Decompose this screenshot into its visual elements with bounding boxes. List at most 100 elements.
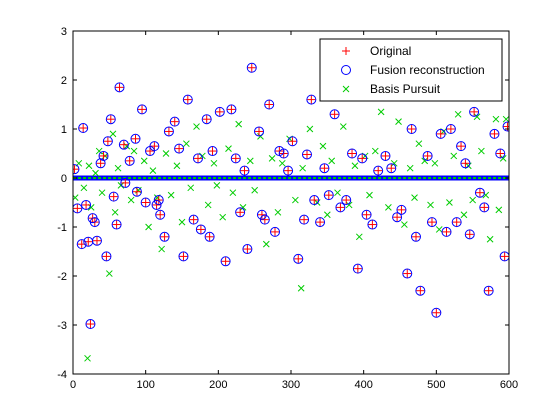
data-point-circle-53 — [264, 99, 275, 110]
data-point-plus-60 — [300, 215, 309, 224]
data-point-x-83 — [473, 113, 481, 121]
data-point-circle-84 — [422, 150, 433, 161]
data-point-plus-10 — [96, 159, 105, 168]
data-point-x-66 — [390, 159, 398, 167]
data-point-plus-23 — [138, 105, 147, 114]
data-point-x-69-b — [406, 164, 414, 172]
data-point-x-30-b — [193, 123, 200, 130]
data-point-circle-14 — [105, 114, 116, 125]
data-point-plus-93 — [465, 230, 474, 239]
data-point-circle-94 — [469, 106, 480, 117]
x-tick-label: 200 — [209, 379, 227, 391]
x-tick-label: 500 — [427, 379, 445, 391]
data-point-x-41-b — [251, 186, 259, 194]
data-point-x-45 — [274, 208, 282, 216]
data-point-x-36-b — [225, 145, 232, 152]
data-point-circle-24 — [140, 197, 151, 208]
data-point-x-70-b — [411, 194, 418, 201]
data-point-circle-6 — [85, 319, 96, 330]
data-point-x-53-b — [319, 142, 327, 150]
x-tick-label: 600 — [500, 379, 518, 391]
data-point-x-78 — [450, 152, 458, 160]
data-point-x-58-b — [345, 201, 353, 209]
data-point-circle-87 — [435, 128, 446, 139]
data-point-x-74 — [431, 159, 439, 167]
data-point-x-30 — [193, 123, 200, 130]
data-point-circle-29 — [155, 209, 166, 220]
data-point-x-27-b — [178, 218, 186, 226]
data-point-x-71 — [415, 140, 423, 148]
data-point-x-26 — [173, 162, 181, 170]
axes: 0 100 200 300 400 500 600 -4 -3 -2 -1 0 1 2 3 — [57, 26, 518, 391]
data-point-plus-54 — [271, 227, 280, 236]
data-point-plus-40 — [205, 232, 214, 241]
data-point-plus-39 — [202, 115, 211, 124]
data-point-circle-11 — [98, 150, 109, 161]
x-tick-label: 100 — [136, 379, 154, 391]
data-point-circle-85 — [426, 217, 437, 228]
data-point-x-32-b — [204, 201, 212, 209]
data-point-x-90-b — [502, 115, 509, 123]
data-point-circle-12 — [101, 251, 112, 262]
data-point-circle-21 — [130, 133, 141, 144]
data-point-x-67-b — [395, 118, 402, 126]
data-point-plus-81 — [407, 125, 416, 133]
data-point-plus-0 — [73, 165, 79, 174]
data-point-plus-57 — [284, 166, 293, 175]
data-point-x-53 — [319, 142, 327, 150]
data-point-x-73 — [427, 201, 434, 209]
data-point-x-35-b — [219, 213, 227, 221]
data-point-x-65-b — [385, 204, 392, 211]
data-point-plus-29 — [156, 210, 165, 219]
data-point-circle-100 — [499, 251, 509, 262]
data-point-x-12-b — [111, 208, 119, 216]
data-point-x-63 — [371, 147, 379, 155]
data-point-x-10-b — [105, 270, 113, 277]
data-point-x-10 — [105, 270, 113, 277]
data-point-x-88-b — [495, 206, 503, 214]
data-point-circle-62 — [306, 94, 317, 105]
data-point-plus-33 — [175, 144, 184, 153]
data-point-plus-16 — [112, 220, 121, 229]
data-point-circle-37 — [192, 153, 203, 164]
data-point-circle-49 — [246, 62, 257, 73]
data-point-circle-45 — [230, 153, 241, 164]
data-point-plus-12 — [102, 252, 111, 261]
data-point-x-19-b — [140, 157, 148, 165]
data-point-x-21 — [149, 167, 157, 175]
data-point-x-60 — [355, 233, 363, 241]
data-point-x-39 — [239, 204, 247, 211]
data-point-x-28-b — [183, 140, 190, 148]
data-point-x-34-b — [213, 181, 221, 189]
data-point-circle-46 — [235, 207, 246, 218]
data-point-circle-20 — [124, 155, 135, 166]
data-point-circle-77 — [386, 163, 397, 174]
data-point-x-12 — [111, 208, 119, 216]
data-point-plus-36 — [189, 215, 198, 224]
data-point-x-54-b — [323, 211, 331, 219]
data-point-x-41 — [251, 186, 259, 194]
data-point-circle-31 — [163, 126, 174, 137]
data-point-plus-38 — [196, 225, 205, 234]
data-point-plus-80 — [403, 269, 412, 278]
data-point-plus-82 — [411, 232, 420, 241]
data-point-circle-50 — [254, 126, 265, 137]
legend-marker-x — [342, 85, 350, 93]
data-point-circle-4 — [81, 199, 92, 210]
data-point-circle-40 — [204, 231, 215, 242]
data-point-circle-82 — [410, 231, 421, 242]
data-point-x-13-b — [114, 164, 122, 172]
data-point-circle-99 — [495, 148, 506, 159]
data-point-x-3-b — [84, 354, 91, 362]
data-point-plus-58 — [288, 137, 297, 146]
data-point-x-55-b — [328, 157, 336, 165]
data-point-circle-69 — [341, 195, 352, 206]
data-point-plus-90 — [452, 218, 461, 227]
data-point-circle-1 — [73, 203, 83, 214]
data-point-x-71-b — [415, 140, 423, 148]
plot-area — [73, 62, 509, 362]
data-point-circle-63 — [309, 195, 320, 206]
data-point-x-3 — [84, 354, 91, 362]
data-point-x-50 — [299, 164, 306, 172]
y-tick-label: -4 — [57, 369, 67, 381]
